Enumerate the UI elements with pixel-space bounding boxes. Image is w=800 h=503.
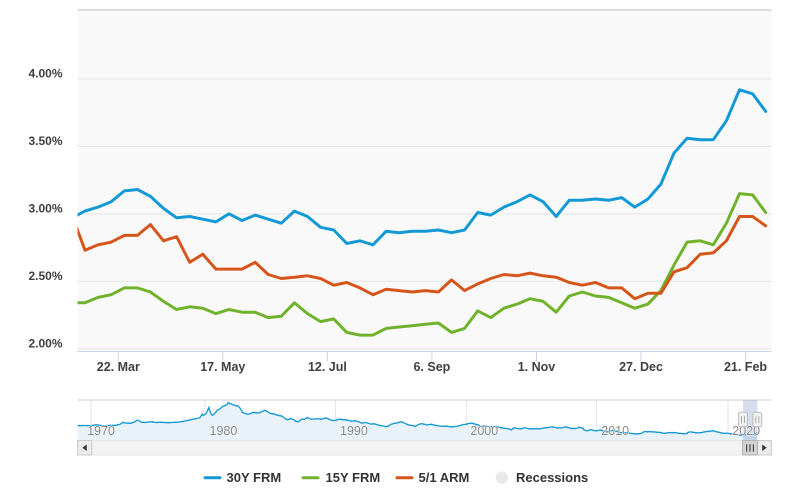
- svg-text:4.00%: 4.00%: [28, 67, 62, 81]
- svg-text:1990: 1990: [340, 424, 368, 438]
- svg-text:30Y FRM: 30Y FRM: [227, 470, 282, 485]
- svg-text:22. Mar: 22. Mar: [97, 360, 140, 374]
- svg-text:3.00%: 3.00%: [28, 201, 62, 215]
- svg-text:2.50%: 2.50%: [28, 269, 62, 283]
- svg-text:6. Sep: 6. Sep: [413, 360, 450, 374]
- svg-text:5/1 ARM: 5/1 ARM: [419, 470, 470, 485]
- svg-text:1980: 1980: [210, 424, 238, 438]
- svg-text:2010: 2010: [601, 424, 629, 438]
- svg-text:15Y FRM: 15Y FRM: [326, 470, 381, 485]
- svg-text:12. Jul: 12. Jul: [308, 360, 347, 374]
- svg-text:Recessions: Recessions: [516, 470, 588, 485]
- svg-text:2020: 2020: [732, 424, 760, 438]
- svg-text:1. Nov: 1. Nov: [518, 360, 556, 374]
- svg-text:2.00%: 2.00%: [28, 336, 62, 350]
- svg-text:1970: 1970: [87, 424, 115, 438]
- svg-text:3.50%: 3.50%: [28, 134, 62, 148]
- svg-text:21. Feb: 21. Feb: [724, 360, 767, 374]
- svg-text:2000: 2000: [470, 424, 498, 438]
- svg-text:17. May: 17. May: [200, 360, 245, 374]
- svg-text:27. Dec: 27. Dec: [619, 360, 663, 374]
